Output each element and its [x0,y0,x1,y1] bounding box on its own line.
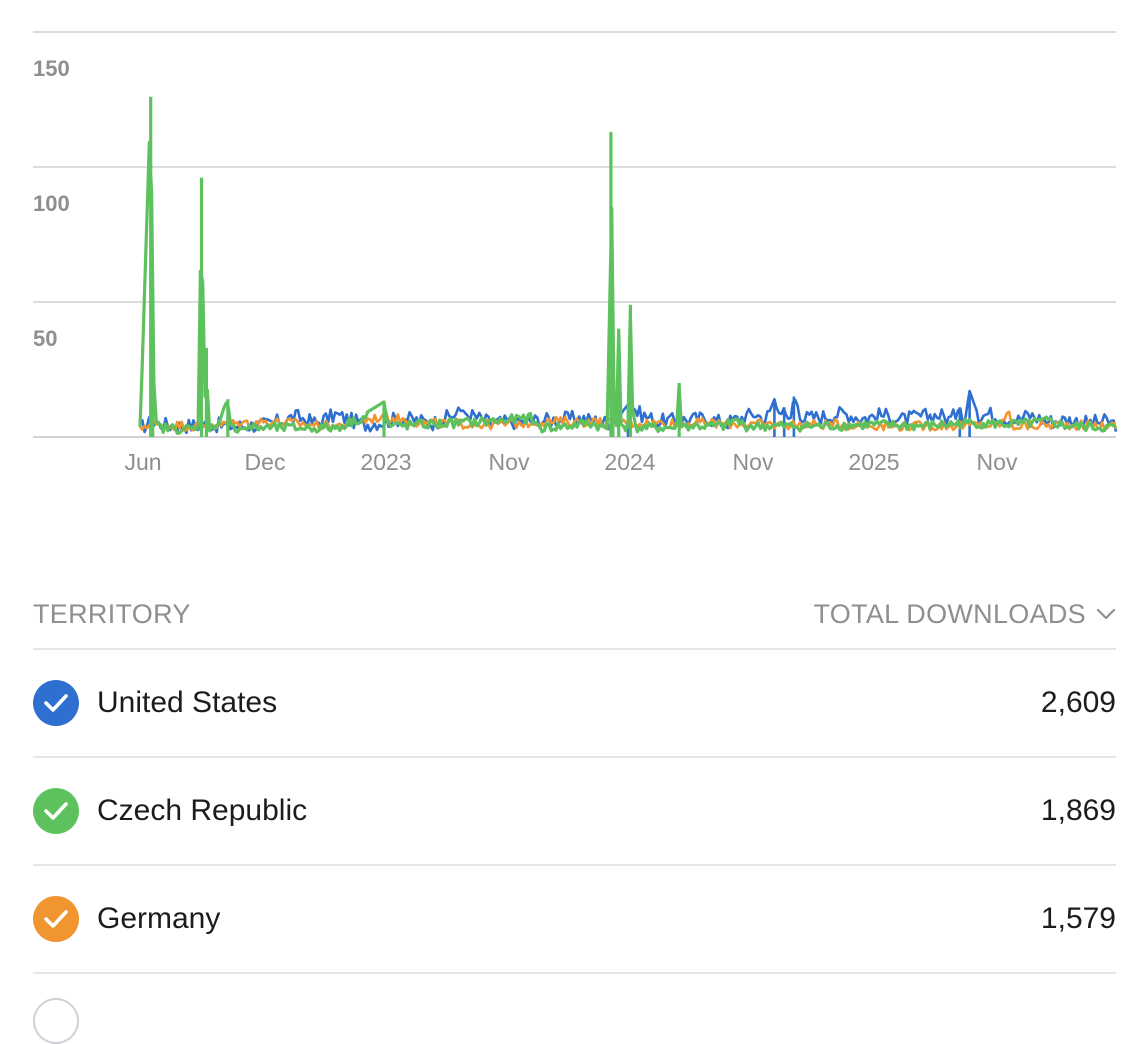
download-count: 1,579 [1040,902,1116,935]
x-tick-label: Nov [489,449,530,475]
x-tick-label: 2025 [848,449,899,475]
total-downloads-sort[interactable]: TOTAL DOWNLOADS [813,599,1116,630]
y-tick-label: 100 [33,191,70,216]
checkmark-icon[interactable] [33,680,79,726]
x-tick-label: Nov [977,449,1018,475]
x-tick-label: 2023 [360,449,411,475]
territory-name: Germany [97,902,221,935]
table-row[interactable]: United States 2,609 [33,650,1116,758]
table-row[interactable]: Czech Republic 1,869 [33,758,1116,866]
x-tick-label: Jun [124,449,161,475]
table-row[interactable]: Germany 1,579 [33,866,1116,974]
next-row-checkbox-partial[interactable] [33,998,79,1044]
table-header: TERRITORY TOTAL DOWNLOADS [33,580,1116,650]
territory-name: Czech Republic [97,794,308,827]
checkmark-icon[interactable] [33,788,79,834]
downloads-chart: 50 100 150 Jun Dec 2023 Nov 2024 Nov 2025 Nov [33,31,1118,475]
x-tick-label: Dec [245,449,286,475]
territory-table: TERRITORY TOTAL DOWNLOADS United States … [33,580,1116,974]
chevron-down-icon [1096,608,1116,620]
territory-name: United States [97,686,278,719]
download-count: 2,609 [1040,686,1116,719]
chart-gridlines [33,31,1116,438]
y-tick-label: 50 [33,326,57,351]
download-count: 1,869 [1040,794,1116,827]
checkmark-icon[interactable] [33,896,79,942]
territory-header: TERRITORY [33,598,191,629]
y-axis-ticks: 50 100 150 [33,56,70,351]
series-line [138,96,1117,437]
x-tick-label: 2024 [604,449,655,475]
x-axis-ticks: Jun Dec 2023 Nov 2024 Nov 2025 Nov [124,449,1017,475]
y-tick-label: 150 [33,56,70,81]
total-downloads-header: TOTAL DOWNLOADS [813,598,1086,629]
x-tick-label: Nov [733,449,774,475]
chart-series [138,96,1118,437]
